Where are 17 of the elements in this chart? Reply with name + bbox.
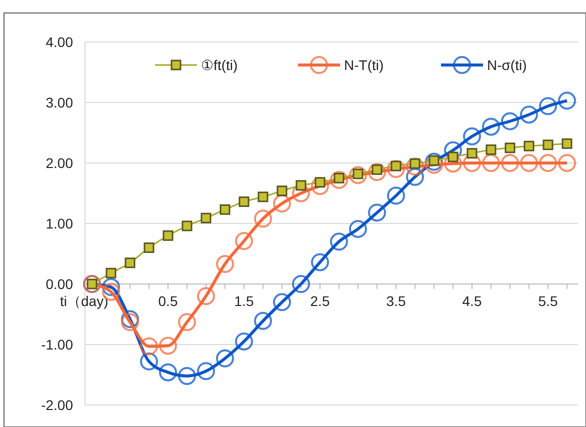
y-tick-label: -2.00 <box>41 396 74 413</box>
x-tick-label: 3.5 <box>386 293 406 309</box>
x-axis-title: ti（day) <box>60 293 108 309</box>
y-tick-label: 1.00 <box>46 215 74 232</box>
legend-label: N-σ(ti) <box>487 56 527 73</box>
y-tick-label: 4.00 <box>46 34 74 50</box>
x-tick-label: 5.5 <box>538 293 558 309</box>
x-tick-label: 0.5 <box>158 293 178 309</box>
x-tick-label: 4.5 <box>462 293 482 309</box>
x-tick-label: 1.5 <box>234 293 254 309</box>
y-tick-label: -1.00 <box>41 336 74 352</box>
x-tick-label: 2.5 <box>310 293 330 309</box>
legend-label: N-T(ti) <box>344 56 384 73</box>
y-tick-label: 0.00 <box>46 276 74 292</box>
legend-label: ①ft(ti) <box>201 56 238 73</box>
y-tick-label: 2.00 <box>46 154 74 171</box>
y-tick-label: 3.00 <box>46 94 74 110</box>
